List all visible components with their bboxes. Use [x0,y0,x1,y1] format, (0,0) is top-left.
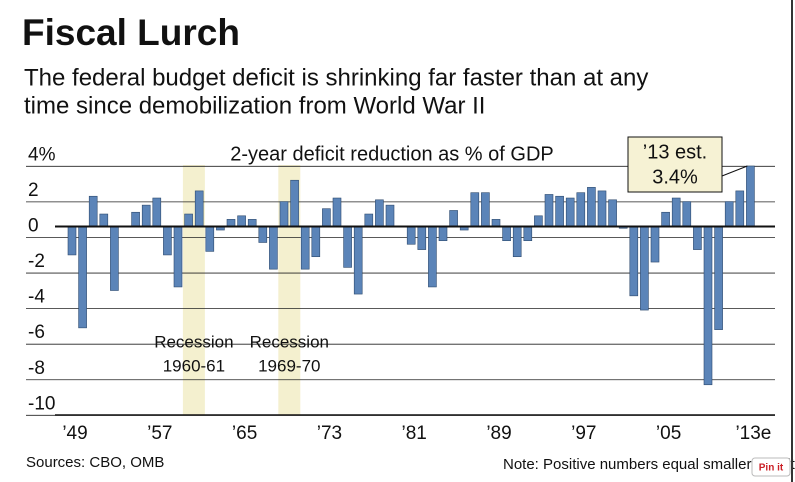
x-tick-label: ’89 [486,423,511,444]
bar [629,226,639,297]
bar [67,226,77,256]
bar [640,226,649,311]
y-tick-label: -6 [28,322,45,343]
bar [714,226,723,330]
bar [364,213,374,227]
bar [131,211,140,227]
bar [544,194,554,227]
bar [110,226,119,291]
bar [417,226,427,250]
x-tick-label: ’05 [656,423,681,444]
bar [290,179,299,227]
bar [194,190,204,227]
recession-band [182,165,205,415]
callout-box [627,136,723,193]
bar [322,208,331,227]
bar [565,197,575,227]
y-tick-label: 4% [28,144,56,165]
bar [587,187,596,227]
y-tick-label: -8 [28,358,45,379]
bar [481,192,490,227]
bar [428,226,437,288]
bar [141,204,151,227]
x-tick-label: ’13e [735,423,771,444]
source: Sources: CBO, OMB [26,454,164,471]
bar [555,195,564,227]
x-tick-label: ’73 [317,423,342,444]
callout-pointer [721,165,748,177]
bar [576,192,586,227]
y-tick-label: -2 [28,251,45,272]
y-tick-label: -10 [28,393,55,414]
subtitle: The federal budget deficit is shrinking … [24,64,648,91]
bar [661,211,670,227]
bar [279,201,289,227]
bar [173,226,183,288]
pin-button-bg [751,457,791,477]
bar [746,165,755,227]
bar [735,190,745,227]
bar [78,226,87,329]
bar [449,210,458,227]
note: Note: Positive numbers equal smaller def… [503,456,795,473]
bar [512,226,522,258]
bar [470,192,480,227]
bar [247,219,257,227]
bar [300,226,310,270]
callout-label: ’13 est. [643,141,707,163]
bar [671,197,681,227]
recession-label: Recession [154,332,233,351]
bar [343,226,352,268]
bar [534,215,543,227]
bar [406,226,416,245]
bar [491,219,501,227]
bar [650,226,660,263]
bar [353,226,363,295]
x-tick-label: ’65 [232,423,257,444]
bar [258,226,268,243]
recession-band [278,165,301,415]
bar [438,226,448,242]
x-tick-label: ’81 [402,423,427,444]
subtitle: time since demobilization from World War… [24,92,485,119]
bar [523,226,533,242]
pin-button[interactable]: Pin it [751,457,791,477]
recession-period: 1960-61 [163,356,225,375]
bar [724,201,734,227]
callout-value: 3.4% [652,166,698,188]
chart-title: 2-year deficit reduction as % of GDP [230,143,553,165]
bar [597,190,607,227]
bar [682,201,692,227]
bar [269,226,278,270]
y-tick-label: -4 [28,287,45,308]
bar [152,197,162,227]
bar [385,204,395,227]
x-tick-label: ’49 [62,423,87,444]
y-tick-label: 0 [28,215,39,236]
pin-button-label: Pin it [759,463,784,474]
title: Fiscal Lurch [22,12,240,53]
bar [163,226,172,256]
bar [332,197,342,227]
bar [237,215,246,227]
recession-period: 1969-70 [258,356,320,375]
bar [205,226,215,252]
bar [608,199,617,227]
bar [184,213,193,227]
x-tick-label: ’57 [147,423,172,444]
y-tick-label: 2 [28,180,39,201]
bar [502,226,511,242]
bar [88,195,98,227]
x-tick-label: ’97 [571,423,596,444]
bar [226,219,236,227]
bar [99,213,109,227]
recession-label: Recession [250,332,329,351]
bar [375,199,384,227]
bar [311,226,321,258]
bar [703,226,713,386]
bar [693,226,702,250]
